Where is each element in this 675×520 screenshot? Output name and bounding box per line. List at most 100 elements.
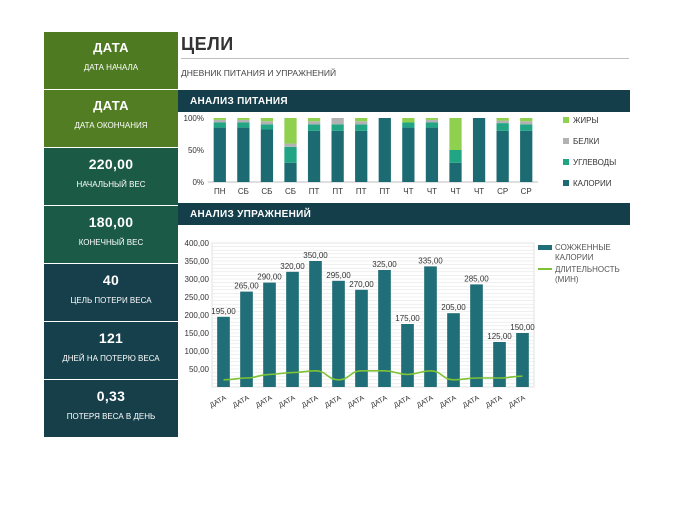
nutrition-bar-segment — [520, 130, 533, 182]
nutrition-bar-segment — [425, 122, 439, 128]
exercise-bar-label: 205,00 — [441, 303, 466, 312]
nutrition-bar-segment — [237, 127, 250, 182]
nutrition-bar-segment — [284, 118, 297, 144]
end-weight-card[interactable]: 180,00 КОНЕЧНЫЙ ВЕС — [44, 206, 178, 263]
exercise-ytick-label: 50,00 — [189, 365, 210, 374]
nutrition-ytick-label: 0% — [192, 178, 204, 187]
exercise-xtick-label: ДАТА — [278, 395, 297, 410]
exercise-bar-label: 325,00 — [372, 260, 397, 269]
nutrition-xtick-label: ЧТ — [403, 187, 413, 196]
nutrition-legend-swatch — [563, 117, 569, 123]
loss-per-day-card[interactable]: 0,33 ПОТЕРЯ ВЕСА В ДЕНЬ — [44, 380, 178, 437]
exercise-ytick-label: 300,00 — [185, 275, 210, 284]
nutrition-bar-segment — [402, 122, 415, 128]
nutrition-xtick-label: ПТ — [309, 187, 320, 196]
nutrition-bar-segment — [213, 122, 226, 128]
nutrition-legend-label: БЕЛКИ — [573, 137, 599, 146]
nutrition-xtick-label: ПТ — [379, 187, 390, 196]
days-card[interactable]: 121 ДНЕЙ НА ПОТЕРЮ ВЕСА — [44, 322, 178, 379]
start-date-value: ДАТА — [93, 40, 129, 55]
nutrition-xtick-label: ЧТ — [450, 187, 460, 196]
exercise-bar — [309, 261, 322, 387]
start-date-card[interactable]: ДАТА ДАТА НАЧАЛА — [44, 32, 178, 89]
nutrition-ytick-label: 50% — [188, 146, 204, 155]
nutrition-xtick-label: СБ — [285, 187, 296, 196]
nutrition-bar-segment — [307, 118, 321, 122]
nutrition-bar-segment — [331, 118, 344, 125]
nutrition-xtick-label: СР — [521, 187, 532, 196]
exercise-xtick-label: ДАТА — [324, 395, 343, 410]
nutrition-xtick-label: СБ — [238, 187, 249, 196]
exercise-bar-label: 335,00 — [418, 256, 443, 265]
exercise-xtick-label: ДАТА — [347, 395, 366, 410]
exercise-xtick-label: ДАТА — [508, 395, 527, 410]
nutrition-bar-segment — [496, 130, 509, 182]
exercise-bar — [263, 282, 276, 387]
nutrition-bar-segment — [355, 130, 368, 182]
nutrition-bar-segment — [496, 120, 509, 124]
weight-loss-goal-label: ЦЕЛЬ ПОТЕРИ ВЕСА — [70, 296, 152, 305]
exercise-xtick-label: ДАТА — [416, 395, 435, 410]
exercise-bar-label: 195,00 — [211, 307, 236, 316]
exercise-bar — [332, 280, 345, 387]
nutrition-bar-segment — [520, 118, 533, 122]
nutrition-bar-segment — [213, 118, 226, 120]
exercise-section-header: АНАЛИЗ УПРАЖНЕНИЙ — [178, 203, 630, 225]
nutrition-bar-segment — [496, 123, 509, 131]
exercise-xtick-label: ДАТА — [209, 395, 228, 410]
end-weight-value: 180,00 — [88, 214, 134, 230]
exercise-ytick-label: 400,00 — [185, 239, 210, 248]
exercise-xtick-label: ДАТА — [232, 395, 251, 410]
exercise-bar — [401, 324, 414, 387]
nutrition-legend-swatch — [563, 180, 569, 186]
nutrition-bar-segment — [402, 127, 415, 182]
start-weight-card[interactable]: 220,00 НАЧАЛЬНЫЙ ВЕС — [44, 148, 178, 205]
end-date-value: ДАТА — [93, 98, 129, 113]
nutrition-bar-segment — [449, 150, 462, 163]
nutrition-bar-segment — [472, 118, 486, 182]
exercise-chart: 50,00 100,00 150,00 200,00 250,00 300,00 350,0… — [185, 239, 620, 410]
exercise-ytick-label: 350,00 — [185, 257, 210, 266]
exercise-bar — [355, 289, 368, 387]
nutrition-xtick-label: ПТ — [356, 187, 367, 196]
exercise-bar — [493, 342, 506, 387]
exercise-xtick-label: ДАТА — [301, 395, 320, 410]
exercise-xtick-label: ДАТА — [255, 395, 274, 410]
exercise-bar — [240, 291, 253, 387]
exercise-bar-label: 125,00 — [487, 332, 512, 341]
exercise-bar — [424, 266, 437, 387]
exercise-bar-label: 295,00 — [326, 271, 351, 280]
nutrition-bar-segment — [260, 118, 274, 122]
exercise-xtick-label: ДАТА — [485, 395, 504, 410]
weight-loss-goal-card[interactable]: 40 ЦЕЛЬ ПОТЕРИ ВЕСА — [44, 264, 178, 321]
exercise-bar-label: 175,00 — [395, 314, 420, 323]
nutrition-bar-segment — [284, 162, 297, 182]
exercise-legend-label-bars: СОЖЖЕННЫЕ КАЛОРИИ — [555, 243, 611, 262]
nutrition-bar-segment — [307, 124, 321, 131]
nutrition-bar-segment — [449, 118, 462, 150]
nutrition-bar-segment — [355, 124, 368, 131]
exercise-xtick-label: ДАТА — [370, 395, 389, 410]
nutrition-ytick-label: 100% — [184, 114, 204, 123]
nutrition-bar-segment — [260, 124, 274, 130]
exercise-bar — [286, 271, 299, 387]
goals-sidebar: ДАТА ДАТА НАЧАЛА ДАТА ДАТА ОКОНЧАНИЯ 220… — [44, 32, 178, 438]
exercise-bar-label: 265,00 — [234, 282, 259, 291]
end-date-label: ДАТА ОКОНЧАНИЯ — [74, 121, 148, 130]
nutrition-bar-segment — [307, 121, 321, 125]
exercise-ytick-label: 150,00 — [185, 329, 210, 338]
nutrition-bar-segment — [213, 119, 226, 123]
nutrition-bar-segment — [331, 124, 344, 131]
nutrition-xtick-label: ПТ — [332, 187, 343, 196]
exercise-bar — [516, 333, 529, 387]
nutrition-bar-segment — [355, 118, 368, 122]
exercise-bar — [217, 316, 230, 387]
loss-per-day-value: 0,33 — [96, 388, 126, 404]
exercise-bar-label: 285,00 — [464, 274, 489, 283]
exercise-duration-line — [223, 369, 523, 381]
end-date-card[interactable]: ДАТА ДАТА ОКОНЧАНИЯ — [44, 90, 178, 147]
page-subtitle: ДНЕВНИК ПИТАНИЯ И УПРАЖНЕНИЙ — [181, 68, 337, 78]
nutrition-xtick-label: СР — [497, 187, 508, 196]
nutrition-bar-segment — [237, 118, 250, 120]
nutrition-bar-segment — [449, 162, 462, 182]
